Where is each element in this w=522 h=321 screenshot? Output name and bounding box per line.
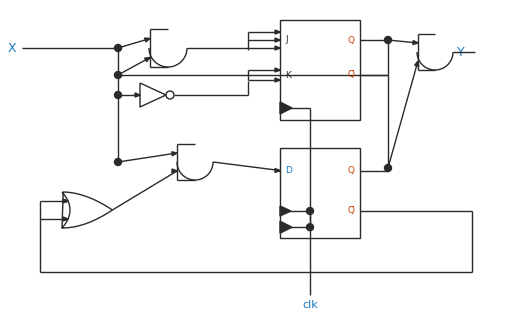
Polygon shape xyxy=(275,30,280,34)
Circle shape xyxy=(114,45,122,51)
Polygon shape xyxy=(145,38,150,42)
Polygon shape xyxy=(172,152,177,156)
Circle shape xyxy=(166,91,174,99)
Circle shape xyxy=(385,37,392,44)
Polygon shape xyxy=(413,40,418,45)
Polygon shape xyxy=(280,102,292,114)
Polygon shape xyxy=(149,29,187,67)
Polygon shape xyxy=(417,34,453,70)
Circle shape xyxy=(114,72,122,79)
Circle shape xyxy=(114,91,122,99)
Polygon shape xyxy=(275,46,280,50)
Circle shape xyxy=(385,164,392,171)
Polygon shape xyxy=(275,68,280,72)
Text: Q̅: Q̅ xyxy=(348,71,355,80)
Bar xyxy=(280,20,360,120)
Polygon shape xyxy=(135,93,140,97)
Text: X: X xyxy=(8,41,17,55)
Text: Y: Y xyxy=(457,46,465,58)
Polygon shape xyxy=(62,192,112,228)
Text: Q̅: Q̅ xyxy=(348,206,355,215)
Text: Q: Q xyxy=(348,36,355,45)
Polygon shape xyxy=(145,57,150,62)
Circle shape xyxy=(114,159,122,166)
Polygon shape xyxy=(280,206,291,216)
Polygon shape xyxy=(63,199,68,203)
Polygon shape xyxy=(275,169,280,172)
Circle shape xyxy=(306,224,314,231)
Text: D: D xyxy=(285,166,292,175)
Polygon shape xyxy=(172,169,177,173)
Polygon shape xyxy=(63,217,68,221)
Circle shape xyxy=(306,207,314,214)
Text: clk: clk xyxy=(302,300,318,310)
Polygon shape xyxy=(280,221,292,233)
Polygon shape xyxy=(177,144,213,180)
Polygon shape xyxy=(275,38,280,42)
Polygon shape xyxy=(414,61,419,66)
Bar xyxy=(280,148,360,238)
Text: J: J xyxy=(285,36,288,45)
Text: Q: Q xyxy=(348,166,355,175)
Polygon shape xyxy=(275,78,280,82)
Polygon shape xyxy=(140,83,166,107)
Text: K: K xyxy=(285,71,291,80)
